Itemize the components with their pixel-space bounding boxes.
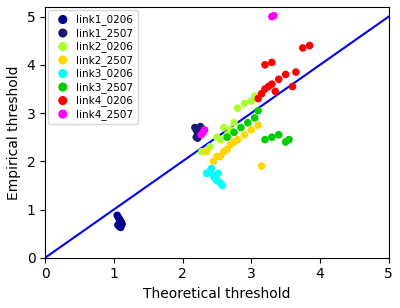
link4_0206 <box>262 87 268 91</box>
link3_2507 <box>245 120 251 125</box>
link2_0206 <box>234 106 241 111</box>
link4_0206 <box>272 89 278 94</box>
link1_2507 <box>196 132 202 137</box>
link3_0206 <box>219 183 226 188</box>
link2_2507 <box>224 147 230 152</box>
link2_2507 <box>217 154 224 159</box>
link1_0206 <box>117 218 123 223</box>
link4_0206 <box>269 60 275 65</box>
link2_0206 <box>217 137 224 142</box>
link2_2507 <box>210 159 217 164</box>
link1_2507 <box>198 126 205 131</box>
link4_0206 <box>258 91 265 96</box>
link4_0206 <box>269 82 275 87</box>
link4_2507 <box>201 128 208 132</box>
link3_0206 <box>207 168 213 173</box>
link1_2507 <box>196 129 203 134</box>
link3_0206 <box>214 178 220 183</box>
link1_0206 <box>114 213 120 218</box>
link4_0206 <box>262 62 268 67</box>
link3_2507 <box>224 135 230 140</box>
link2_2507 <box>220 149 227 154</box>
link1_0206 <box>118 220 124 225</box>
link3_2507 <box>276 132 282 137</box>
link4_0206 <box>300 46 306 51</box>
link3_2507 <box>282 140 289 144</box>
link1_0206 <box>116 217 122 222</box>
link3_0206 <box>210 173 217 178</box>
link2_2507 <box>258 164 265 168</box>
link3_0206 <box>215 171 222 176</box>
link1_2507 <box>193 135 200 140</box>
link4_0206 <box>265 84 272 89</box>
link2_0206 <box>220 125 227 130</box>
link4_2507 <box>271 13 277 18</box>
link1_2507 <box>194 130 201 135</box>
link3_2507 <box>238 125 244 130</box>
link3_2507 <box>252 116 258 120</box>
link4_0206 <box>289 84 296 89</box>
link3_0206 <box>217 180 224 185</box>
link4_0206 <box>306 43 313 48</box>
link1_0206 <box>119 221 125 226</box>
link1_0206 <box>115 222 121 227</box>
link2_0206 <box>198 149 205 154</box>
link2_0206 <box>248 99 254 103</box>
link2_2507 <box>228 142 234 147</box>
link1_2507 <box>194 136 201 141</box>
link1_0206 <box>118 219 124 224</box>
link3_2507 <box>262 137 268 142</box>
Legend: link1_0206, link1_2507, link2_0206, link2_2507, link3_0206, link3_2507, link4_02: link1_0206, link1_2507, link2_0206, link… <box>48 10 138 124</box>
link1_2507 <box>192 125 198 130</box>
link4_2507 <box>198 132 204 137</box>
link3_2507 <box>231 130 237 135</box>
link3_0206 <box>203 171 210 176</box>
link3_0206 <box>212 176 218 181</box>
link2_2507 <box>241 132 248 137</box>
link2_0206 <box>214 135 220 140</box>
link3_0206 <box>208 166 214 171</box>
link4_2507 <box>200 130 206 135</box>
link4_0206 <box>282 72 289 77</box>
link2_0206 <box>231 120 237 125</box>
link4_2507 <box>269 14 275 19</box>
link3_2507 <box>255 108 261 113</box>
link1_0206 <box>116 224 122 229</box>
X-axis label: Theoretical threshold: Theoretical threshold <box>143 287 291 301</box>
link2_2507 <box>203 149 210 154</box>
link1_2507 <box>198 131 204 136</box>
link2_0206 <box>207 144 213 149</box>
link2_2507 <box>248 128 254 132</box>
link1_2507 <box>193 128 200 132</box>
link2_2507 <box>255 123 261 128</box>
link2_0206 <box>241 101 248 106</box>
link2_0206 <box>228 128 234 132</box>
link4_0206 <box>276 77 282 82</box>
link2_0206 <box>252 94 258 99</box>
link1_0206 <box>118 225 124 230</box>
link3_2507 <box>286 137 292 142</box>
link1_0206 <box>116 215 122 220</box>
Y-axis label: Empirical threshold: Empirical threshold <box>7 65 21 200</box>
link4_0206 <box>293 70 299 75</box>
link2_2507 <box>234 137 241 142</box>
link4_0206 <box>255 96 261 101</box>
link2_2507 <box>231 140 237 144</box>
link1_2507 <box>197 124 204 129</box>
link3_2507 <box>269 135 275 140</box>
link2_2507 <box>214 154 220 159</box>
link2_0206 <box>224 132 230 137</box>
